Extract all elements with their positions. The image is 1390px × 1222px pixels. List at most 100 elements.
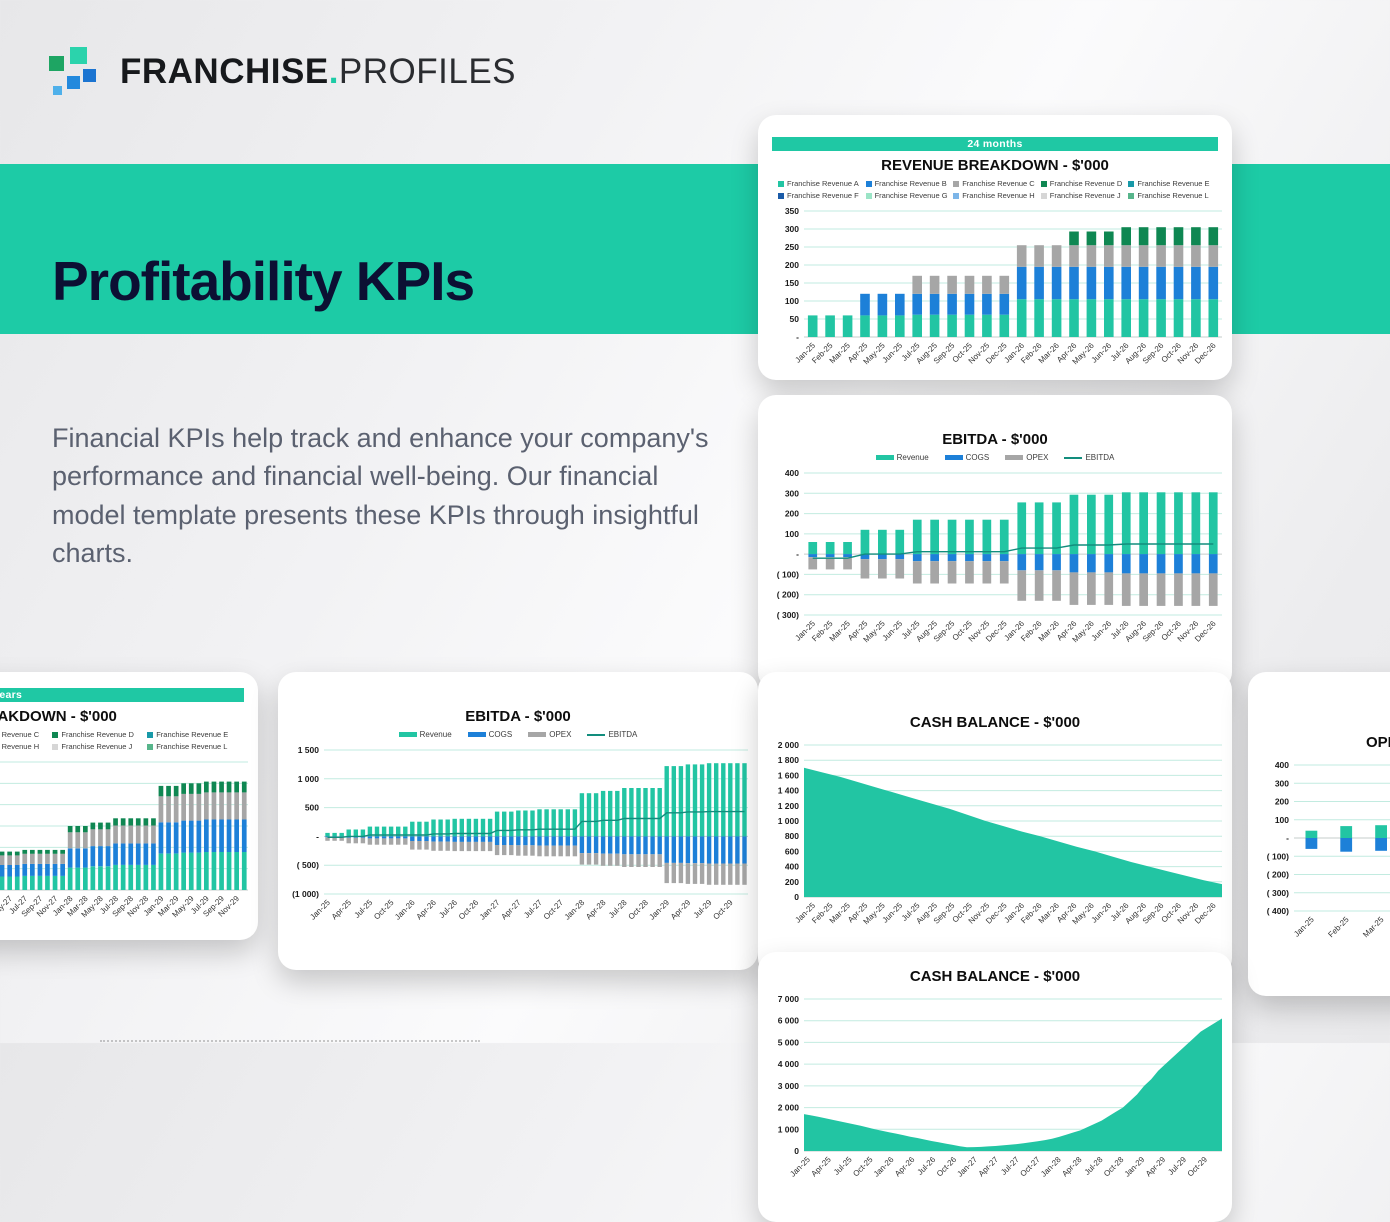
svg-text:400: 400 (785, 468, 799, 478)
svg-text:Apr-27: Apr-27 (499, 898, 523, 922)
svg-text:Jul-28: Jul-28 (607, 898, 629, 920)
chart-legend: Revenue COGS OPEX EBITDA (758, 453, 1232, 462)
legend-item: Revenue (875, 453, 929, 462)
chart-title: REVENUE BREAKDOWN - $'000 (881, 157, 1109, 174)
legend-swatch-icon (778, 180, 784, 187)
svg-text:Oct-25: Oct-25 (851, 1155, 875, 1179)
period-banner: 5 years (0, 688, 244, 702)
svg-text:Oct-26: Oct-26 (935, 1155, 959, 1179)
svg-text:100: 100 (785, 529, 799, 539)
svg-text:Jan-25: Jan-25 (308, 898, 332, 922)
legend-item: OPEX (528, 730, 571, 739)
legend-swatch-icon (398, 732, 417, 737)
svg-text:200: 200 (785, 260, 799, 270)
legend-label: OPEX (1026, 453, 1049, 462)
legend-swatch-icon (147, 743, 154, 750)
legend-label: COGS (488, 730, 513, 739)
legend-swatch-icon (865, 180, 872, 187)
legend-label: Franchise Revenue B (874, 179, 947, 188)
logo-wordmark: FRANCHISE.PROFILES (120, 52, 516, 92)
svg-text:Oct-25: Oct-25 (372, 898, 396, 922)
svg-text:200: 200 (785, 509, 799, 519)
svg-text:Jan-27: Jan-27 (955, 1155, 979, 1179)
svg-text:0: 0 (794, 892, 799, 902)
legend-item: Franchise Revenue D (1040, 179, 1125, 188)
svg-text:Jul-25: Jul-25 (353, 898, 375, 920)
legend-swatch-icon (1064, 456, 1083, 459)
legend-swatch-icon (1128, 192, 1135, 199)
svg-text:Apr-28: Apr-28 (1060, 1155, 1084, 1179)
legend-label: Franchise Revenue G (874, 191, 948, 200)
svg-text:( 200): ( 200) (1267, 870, 1289, 880)
svg-text:Jul-26: Jul-26 (437, 898, 459, 920)
svg-text:-: - (316, 831, 319, 841)
svg-text:Jun-25: Jun-25 (881, 619, 905, 643)
svg-text:Jul-25: Jul-25 (832, 1155, 854, 1177)
svg-text:Jan-29: Jan-29 (647, 898, 671, 922)
svg-text:Feb-25: Feb-25 (1326, 915, 1351, 940)
logo-mark-icon (48, 46, 104, 98)
svg-text:Jul-27: Jul-27 (999, 1155, 1021, 1177)
svg-text:1 800: 1 800 (778, 755, 800, 765)
svg-text:150: 150 (785, 278, 799, 288)
svg-text:1 000: 1 000 (778, 816, 800, 826)
legend-label: Franchise Revenue F (787, 191, 859, 200)
legend-label: Revenue (896, 453, 929, 462)
svg-text:250: 250 (785, 242, 799, 252)
svg-text:( 100): ( 100) (1267, 851, 1289, 861)
svg-text:Jan-27: Jan-27 (478, 898, 502, 922)
svg-text:400: 400 (1275, 760, 1289, 770)
legend-item: Franchise Revenue E (1128, 179, 1212, 188)
svg-text:Jan-28: Jan-28 (1039, 1155, 1063, 1179)
legend-label: Franchise Revenue J (61, 742, 133, 751)
period-banner: 24 months (772, 137, 1218, 151)
svg-text:-: - (1286, 833, 1289, 843)
legend-item: COGS (467, 730, 513, 739)
legend-label: Franchise Revenue L (1137, 191, 1209, 200)
legend-label: Franchise Revenue L (156, 742, 228, 751)
svg-text:Oct-29: Oct-29 (711, 898, 735, 922)
svg-text:Apr-26: Apr-26 (893, 1155, 917, 1179)
svg-text:Oct-28: Oct-28 (1102, 1155, 1126, 1179)
legend-swatch-icon (147, 731, 154, 738)
svg-text:1 400: 1 400 (778, 786, 800, 796)
logo-dot: . (328, 52, 339, 91)
svg-text:Jun-26: Jun-26 (1090, 341, 1114, 365)
legend-item: Revenue (398, 730, 452, 739)
legend-item: Franchise Revenue L (1128, 191, 1212, 200)
legend-swatch-icon (467, 732, 486, 737)
svg-text:300: 300 (785, 488, 799, 498)
svg-text:Jan-25: Jan-25 (1292, 915, 1316, 939)
legend-item: EBITDA (1064, 453, 1114, 462)
legend-swatch-icon (1040, 192, 1047, 199)
svg-text:-: - (796, 332, 799, 342)
legend-swatch-icon (1005, 455, 1024, 460)
logo-square (49, 56, 64, 71)
svg-text:300: 300 (1275, 778, 1289, 788)
svg-text:1 000: 1 000 (778, 1124, 800, 1134)
logo-square (70, 47, 87, 64)
svg-text:200: 200 (785, 877, 799, 887)
svg-text:100: 100 (1275, 815, 1289, 825)
svg-text:800: 800 (785, 831, 799, 841)
svg-text:( 200): ( 200) (777, 590, 799, 600)
legend-item: Franchise Revenue C (953, 179, 1037, 188)
intro-paragraph: Financial KPIs help track and enhance yo… (52, 423, 709, 568)
svg-text:6 000: 6 000 (778, 1016, 800, 1026)
svg-text:( 100): ( 100) (777, 569, 799, 579)
svg-text:1 600: 1 600 (778, 770, 800, 780)
svg-text:Jan-29: Jan-29 (1123, 1155, 1147, 1179)
legend-item: Franchise Revenue E (147, 730, 238, 739)
svg-text:2 000: 2 000 (778, 740, 800, 750)
svg-text:Jan-26: Jan-26 (393, 898, 417, 922)
card-cash-balance-24m: CASH BALANCE - $'000 2 000 1 800 1 600 1 40… (758, 672, 1232, 976)
svg-text:3 000: 3 000 (778, 1081, 800, 1091)
svg-text:(1 000): (1 000) (292, 889, 319, 899)
legend-label: Franchise Revenue D (1049, 179, 1123, 188)
card-ebitda-24m: EBITDA - $'000 Revenue COGS OPEX EBITDA 400… (758, 395, 1232, 690)
legend-label: EBITDA (1085, 453, 1115, 462)
